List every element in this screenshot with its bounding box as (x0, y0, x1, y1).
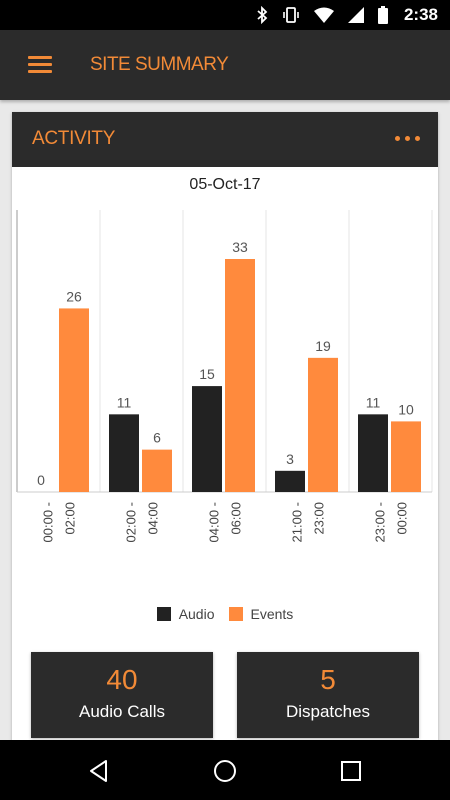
x-tick-label-4-end: 00:00 (395, 502, 410, 535)
bar-audio-2 (192, 386, 222, 492)
bar-audio-1 (109, 414, 139, 492)
hamburger-menu-icon[interactable] (28, 56, 52, 74)
x-tick-label-3-start: 21:00 - (290, 502, 305, 542)
data-label-events-3: 19 (315, 338, 331, 354)
back-icon[interactable] (86, 758, 112, 784)
more-dots-icon[interactable] (395, 136, 420, 141)
dispatches-value: 5 (320, 664, 336, 695)
bar-events-0 (59, 308, 89, 492)
chart-title: 05-Oct-17 (189, 176, 261, 193)
status-time: 2:38 (403, 5, 438, 24)
bar-events-4 (391, 421, 421, 492)
bar-events-2 (225, 259, 255, 492)
bar-events-3 (308, 357, 338, 492)
legend-swatch-events (228, 607, 243, 621)
legend-item-audio: Audio (156, 606, 215, 622)
home-icon[interactable] (212, 758, 238, 784)
x-tick-label-0-start: 00:00 - (41, 502, 56, 542)
x-tick-label-4-start: 23:00 - (373, 502, 388, 542)
data-label-audio-0: 0 (37, 472, 45, 488)
dispatches-tile[interactable]: 5 Dispatches (237, 652, 419, 738)
x-tick-label-1-start: 02:00 - (124, 502, 139, 542)
recents-icon[interactable] (338, 758, 364, 784)
card-title: ACTIVITY (32, 128, 116, 149)
wifi-icon (314, 7, 334, 23)
x-tick-label-2-end: 06:00 (229, 502, 244, 535)
data-label-audio-3: 3 (286, 451, 294, 467)
x-tick-label-3-end: 23:00 (312, 502, 327, 535)
x-tick-label-2-start: 04:00 - (207, 502, 222, 542)
battery-icon (378, 6, 388, 24)
bluetooth-icon (257, 6, 268, 24)
data-label-audio-1: 11 (117, 394, 132, 410)
legend-label-audio: Audio (178, 606, 215, 622)
signal-icon (348, 7, 364, 23)
legend-item-events: Events (228, 606, 294, 622)
x-tick-label-0-end: 02:00 (63, 502, 78, 535)
data-label-audio-4: 11 (366, 394, 381, 410)
app-bar: SITE SUMMARY (0, 30, 450, 100)
audio-calls-tile[interactable]: 40 Audio Calls (31, 652, 213, 738)
data-label-events-4: 10 (398, 401, 414, 417)
legend-swatch-audio (156, 607, 171, 621)
data-label-events-0: 26 (66, 288, 82, 304)
navigation-bar (0, 740, 450, 800)
status-bar: 2:38 (0, 0, 450, 30)
page-title: SITE SUMMARY (90, 54, 229, 75)
card-header: ACTIVITY (12, 112, 438, 167)
dispatches-label: Dispatches (285, 702, 371, 721)
bar-events-1 (142, 449, 172, 492)
data-label-events-1: 6 (153, 430, 161, 446)
chart-legend: Audio Events (12, 606, 438, 622)
data-label-audio-2: 15 (199, 366, 215, 382)
x-tick-label-1-end: 04:00 (146, 502, 161, 535)
data-label-events-2: 33 (232, 239, 248, 255)
activity-card: ACTIVITY 05-Oct-17 0 26 00:00 - 02:00 11 6 02:… (12, 112, 438, 752)
bar-audio-4 (358, 414, 388, 492)
audio-calls-label: Audio Calls (79, 702, 165, 721)
bar-audio-3 (275, 470, 305, 492)
legend-label-events: Events (250, 606, 294, 622)
activity-chart: 0 26 00:00 - 02:00 11 6 02:00 - 04:00 15 33 04:00 … (16, 210, 433, 542)
audio-calls-value: 40 (106, 664, 138, 695)
status-icons (256, 6, 388, 24)
vibrate-icon (283, 7, 299, 23)
